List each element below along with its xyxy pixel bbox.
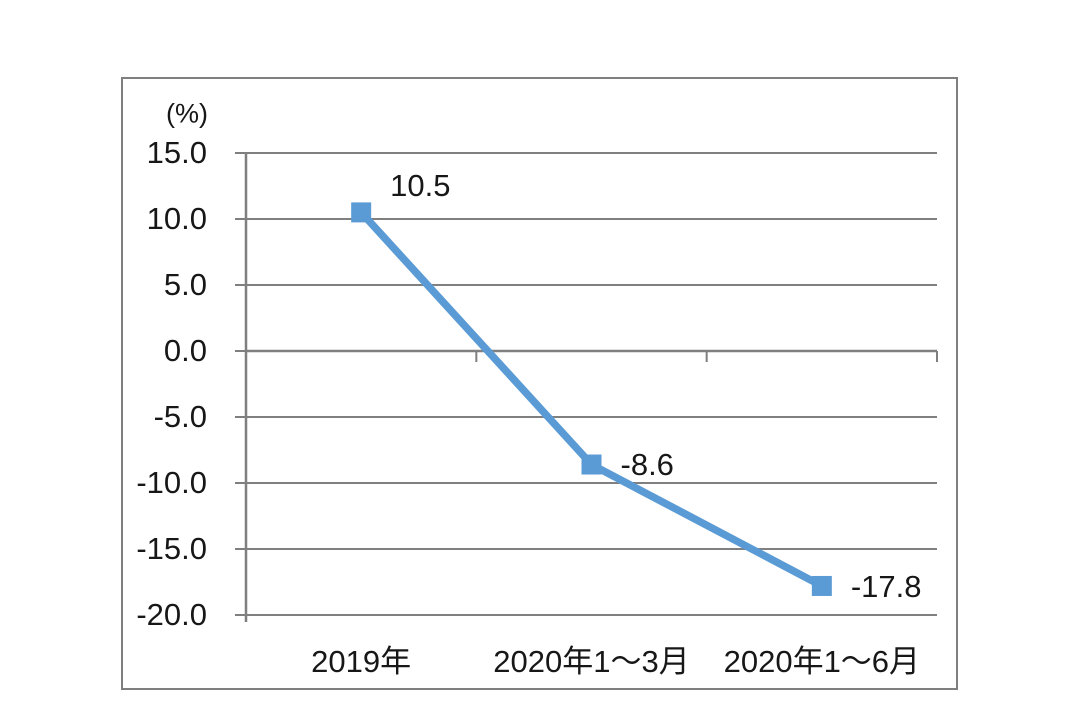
data-point-value-label: 10.5 — [390, 168, 451, 204]
y-tick-label: 0.0 — [163, 333, 207, 368]
y-tick-label: 10.0 — [146, 201, 207, 236]
x-category-label: 2020年1～6月 — [723, 644, 921, 679]
y-tick-label: -15.0 — [136, 531, 207, 566]
y-tick-label: -5.0 — [153, 399, 207, 434]
y-tick-label: 5.0 — [163, 267, 207, 302]
data-line — [357, 208, 826, 590]
data-point-value-label: -17.8 — [850, 568, 922, 604]
y-tick-label: 15.0 — [146, 135, 207, 170]
data-point-marker — [811, 575, 832, 596]
x-category-label: 2019年 — [311, 644, 412, 679]
y-tick-label: -10.0 — [136, 465, 207, 500]
y-axis-unit-label: (%) — [166, 98, 208, 129]
data-point-value-label: -8.6 — [620, 446, 674, 482]
x-category-label: 2020年1～3月 — [493, 644, 690, 679]
data-point-marker — [351, 202, 372, 223]
data-point-marker — [581, 454, 602, 475]
y-tick-label: -20.0 — [136, 597, 207, 632]
